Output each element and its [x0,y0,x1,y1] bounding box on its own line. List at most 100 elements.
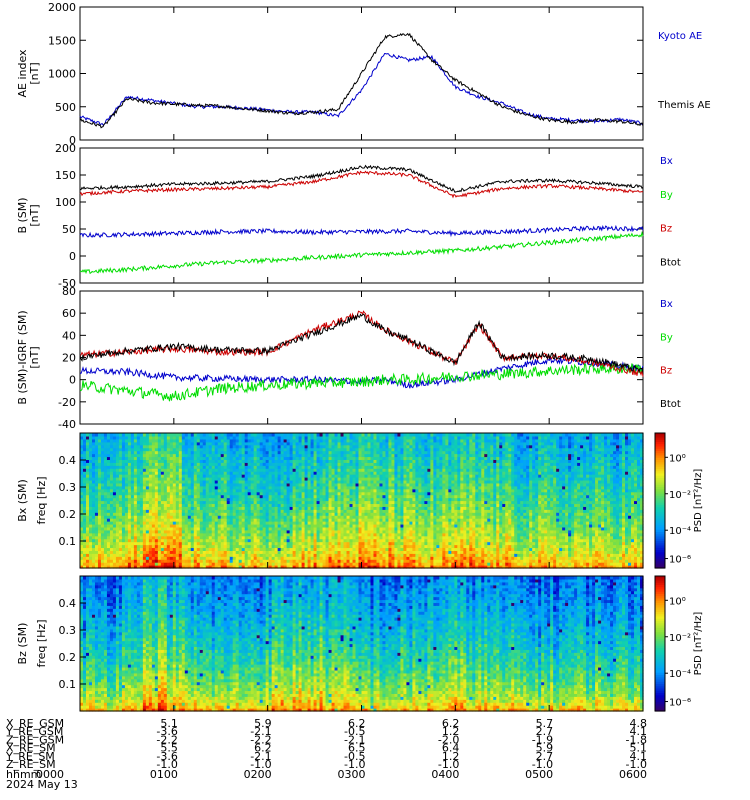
spectrogram-cell [109,523,114,528]
spectrogram-cell [190,512,195,516]
spectrogram-cell [151,471,156,475]
spectrogram-cell [136,450,141,455]
spectrogram-cell [145,541,150,546]
spectrogram-cell [154,456,159,461]
spectrogram-cell [106,556,111,560]
spectrogram-cell [151,541,156,546]
spectrogram-cell [121,532,126,537]
spectrogram-cell [151,459,156,463]
spectrogram-cell [106,447,111,452]
spectrogram-cell [82,444,87,449]
spectrogram-cell [148,497,153,502]
spectrogram-cell [154,515,159,519]
spectrogram-cell [166,494,171,499]
spectrogram-cell [112,435,117,440]
spectrogram-cell [142,477,147,481]
spectrogram-cell [157,541,162,546]
spectrogram-cell [181,521,186,525]
spectrogram-cell [184,515,189,519]
spectrogram-cell [160,544,165,549]
spectrogram-cell [109,512,114,516]
spectrogram-cell [148,541,153,546]
y-axis-label: AE index [16,49,29,98]
series-line-btot [79,313,644,374]
spectrogram-cell [94,565,99,569]
spectrogram-cell [184,435,189,440]
spectrogram-cell [181,535,186,540]
spectrogram-cell [190,471,195,475]
spectrogram-cell [151,521,156,525]
spectrogram-cell [172,488,177,493]
spectrogram-cell [82,477,87,481]
spectrogram-cell [166,465,171,469]
series-line-bz [79,310,644,377]
spectrogram-cell [118,562,123,566]
spectrogram-cell [169,444,174,449]
spectrogram-cell [82,538,87,543]
spectrogram-cell [130,497,135,502]
spectrogram-cell [80,465,84,469]
spectrogram-cell [136,482,141,487]
spectrogram-cell [190,491,195,496]
spectrogram-cell [139,553,144,557]
spectrogram-cell [127,438,132,443]
spectrogram-cell [142,462,147,466]
spectrogram-cell [154,562,159,566]
spectrogram-cell [139,438,144,443]
spectrogram-cell [94,506,99,510]
spectrogram-cell [133,506,138,510]
spectrogram-cell [178,494,183,499]
spectrogram-cell [97,559,102,563]
spectrogram-cell [115,459,120,463]
spectrogram-cell [139,500,144,505]
spectrogram-cell [139,506,144,510]
spectrogram-cell [130,553,135,557]
spectrogram-cell [142,500,147,505]
spectrogram-cell [151,453,156,458]
spectrogram-cell [142,468,147,472]
spectrogram-cell [184,512,189,516]
spectrogram-cell [103,565,108,569]
spectrogram-cell [151,444,156,449]
spectrogram-cell [80,433,84,437]
spectrogram-cell [121,444,126,449]
spectrogram-cell [139,562,144,566]
spectrogram-cell [160,456,165,461]
spectrogram-cell [190,456,195,461]
spectrogram-cell [127,474,132,478]
spectrogram-cell [106,479,111,484]
spectrogram-cell [94,515,99,519]
spectrogram-cell [175,488,180,493]
spectrogram-cell [172,544,177,549]
spectrogram-cell [148,471,153,475]
y-tick-label: -40 [58,418,76,431]
spectrogram-cell [103,532,108,537]
spectrogram-cell [142,494,147,499]
y-tick-label: 1000 [48,68,76,81]
spectrogram-cell [109,491,114,496]
spectrogram-cell [118,456,123,461]
spectrogram-cell [181,435,186,440]
spectrogram-cell [181,553,186,557]
spectrogram-cell [118,471,123,475]
spectrogram-cell [124,459,129,463]
spectrogram-cell [145,435,150,440]
spectrogram-cell [115,471,120,475]
spectrogram-cell [85,553,90,557]
spectrogram-cell [169,538,174,543]
spectrogram-cell [184,491,189,496]
spectrogram-cell [172,444,177,449]
spectrogram-cell [121,462,126,466]
spectrogram-cell [82,565,87,569]
spectrogram-cell [163,556,168,560]
spectrogram-cell [88,556,93,560]
spectrogram-cell [181,556,186,560]
spectrogram-cell [91,453,96,458]
spectrogram-cell [121,509,126,513]
spectrogram-cell [190,477,195,481]
spectrogram-cell [175,485,180,490]
spectrogram-cell [115,447,120,452]
spectrogram-cell [145,479,150,484]
spectrogram-cell [175,477,180,481]
